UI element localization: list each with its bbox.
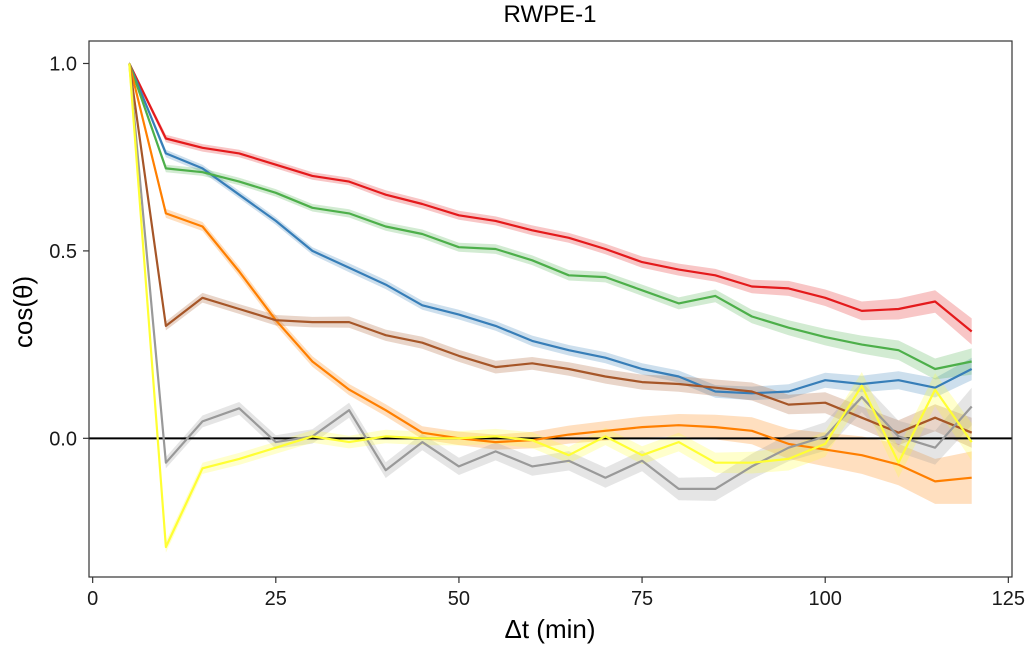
x-tick-label: 125 [992,588,1025,610]
confidence-bands [129,61,972,553]
plot-panel-border [88,40,1013,578]
y-tick-label: 1.0 [49,53,77,75]
y-axis: 0.0 0.5 1.0 [49,53,89,450]
series-7-line [128,63,973,549]
y-axis-title: cos(θ) [8,276,38,348]
x-tick-label: 50 [448,588,470,610]
series-4-band [129,61,972,504]
series-3-line [128,63,972,371]
x-axis-title: Δt (min) [504,614,595,644]
series-lines [128,63,973,549]
y-tick-label: 0.0 [49,428,77,450]
series-5-band [129,61,972,448]
x-tick-label: 25 [265,588,287,610]
series-7-band [129,61,972,553]
x-tick-label: 75 [631,588,653,610]
series-5-line [128,63,973,434]
x-axis: 0 25 50 75 100 125 [87,577,1025,610]
series-1-band [129,61,972,345]
series-3-band [129,61,972,380]
x-tick-label: 0 [87,588,98,610]
series-1-line [128,63,973,333]
series-4-line [128,63,972,483]
chart-title: RWPE-1 [504,1,597,28]
x-tick-label: 100 [809,588,842,610]
series-2-line [128,63,973,395]
y-tick-label: 0.5 [49,241,77,263]
series-6-line [128,63,973,490]
